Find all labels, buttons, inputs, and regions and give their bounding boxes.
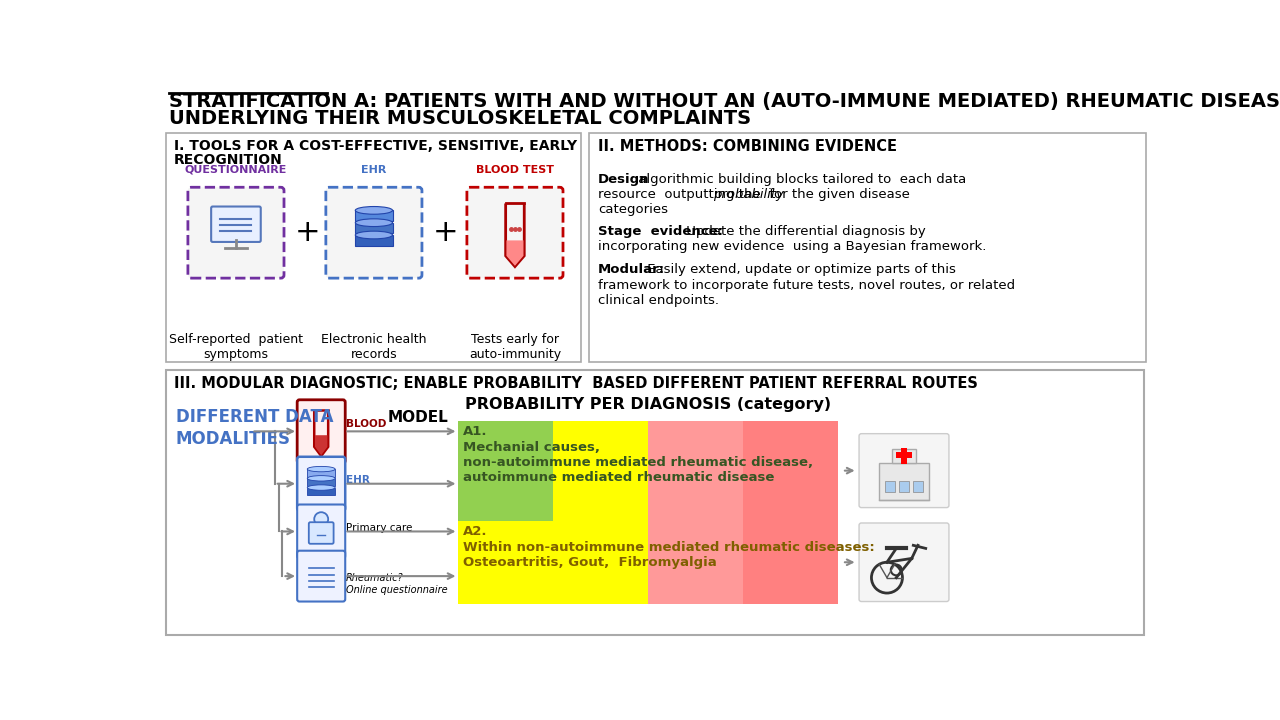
Bar	[307, 487, 335, 495]
Text: +: +	[433, 218, 458, 247]
Bar	[896, 452, 911, 459]
Text: BLOOD TEST: BLOOD TEST	[476, 165, 554, 175]
Text: Mechanial causes,: Mechanial causes,	[463, 441, 600, 454]
FancyBboxPatch shape	[326, 187, 422, 278]
Bar	[648, 420, 744, 521]
FancyBboxPatch shape	[188, 187, 284, 278]
Polygon shape	[315, 435, 328, 455]
Text: framework to incorporate future tests, novel routes, or related: framework to incorporate future tests, n…	[598, 279, 1015, 292]
Ellipse shape	[356, 219, 393, 227]
Text: MODEL: MODEL	[388, 410, 448, 425]
Bar	[744, 420, 838, 521]
Bar	[879, 463, 929, 500]
Bar	[356, 235, 393, 246]
Bar	[901, 448, 908, 464]
FancyBboxPatch shape	[859, 433, 948, 508]
Text: clinical endpoints.: clinical endpoints.	[598, 294, 719, 307]
Bar	[900, 482, 909, 492]
Text: Self-reported  patient
symptoms: Self-reported patient symptoms	[169, 333, 303, 361]
Text: Update the differential diagnosis by: Update the differential diagnosis by	[681, 225, 925, 238]
Text: III. MODULAR DIAGNOSTIC; ENABLE PROBABILITY  BASED DIFFERENT PATIENT REFERRAL RO: III. MODULAR DIAGNOSTIC; ENABLE PROBABIL…	[174, 376, 978, 391]
Text: for the given disease: for the given disease	[765, 188, 910, 201]
Text: Tests early for
auto-immunity: Tests early for auto-immunity	[468, 333, 561, 361]
Text: Electronic health
records: Electronic health records	[321, 333, 426, 361]
Text: categories: categories	[598, 204, 668, 217]
Text: DIFFERENT DATA
MODALITIES: DIFFERENT DATA MODALITIES	[175, 408, 333, 449]
Text: STRATIFICATION A: PATIENTS WITH AND WITHOUT AN (AUTO-IMMUNE MEDIATED) RHEUMATIC : STRATIFICATION A: PATIENTS WITH AND WITH…	[169, 91, 1280, 111]
Bar	[553, 521, 648, 604]
FancyBboxPatch shape	[589, 132, 1146, 362]
Text: QUESTIONNAIRE: QUESTIONNAIRE	[184, 165, 287, 175]
Text: +: +	[294, 218, 320, 247]
FancyBboxPatch shape	[211, 207, 261, 242]
FancyBboxPatch shape	[467, 187, 563, 278]
Text: Stage  evidence:: Stage evidence:	[598, 225, 723, 238]
Bar	[892, 449, 915, 463]
Ellipse shape	[356, 231, 393, 239]
Text: Design: Design	[598, 173, 649, 186]
Text: Within non-autoimmune mediated rheumatic diseases:: Within non-autoimmune mediated rheumatic…	[463, 541, 874, 554]
FancyBboxPatch shape	[308, 522, 334, 544]
FancyBboxPatch shape	[166, 370, 1144, 634]
Bar	[458, 521, 553, 604]
FancyBboxPatch shape	[859, 523, 948, 601]
Text: Osteoartritis, Gout,  Fibromyalgia: Osteoartritis, Gout, Fibromyalgia	[463, 556, 717, 569]
Text: RECOGNITION: RECOGNITION	[174, 153, 283, 166]
Text: PROBABILITY PER DIAGNOSIS (category): PROBABILITY PER DIAGNOSIS (category)	[465, 397, 831, 412]
FancyBboxPatch shape	[297, 551, 346, 601]
Text: Primary care: Primary care	[346, 523, 412, 533]
Bar	[744, 521, 838, 604]
Bar	[356, 222, 393, 233]
Text: algorithmic building blocks tailored to  each data: algorithmic building blocks tailored to …	[635, 173, 966, 186]
Text: Rheumatic?
Online questionnaire: Rheumatic? Online questionnaire	[346, 573, 448, 595]
Text: EHR: EHR	[346, 475, 370, 485]
Bar	[307, 478, 335, 486]
FancyBboxPatch shape	[297, 505, 346, 559]
Circle shape	[314, 512, 328, 526]
Text: probability: probability	[713, 188, 783, 201]
Polygon shape	[507, 240, 524, 266]
FancyBboxPatch shape	[166, 132, 581, 362]
Bar	[307, 469, 335, 477]
Ellipse shape	[307, 467, 335, 472]
Text: Easily extend, update or optimize parts of this: Easily extend, update or optimize parts …	[643, 264, 956, 276]
Text: EHR: EHR	[361, 165, 387, 175]
Text: non-autoimmune mediated rheumatic disease,: non-autoimmune mediated rheumatic diseas…	[463, 456, 813, 469]
Text: I. TOOLS FOR A COST-EFFECTIVE, SENSITIVE, EARLY: I. TOOLS FOR A COST-EFFECTIVE, SENSITIVE…	[174, 139, 577, 153]
Text: UNDERLYING THEIR MUSCULOSKELETAL COMPLAINTS: UNDERLYING THEIR MUSCULOSKELETAL COMPLAI…	[169, 109, 751, 128]
Text: resource  outputting the: resource outputting the	[598, 188, 765, 201]
Bar	[886, 482, 895, 492]
Text: A1.: A1.	[463, 426, 488, 438]
Text: II. METHODS: COMBINING EVIDENCE: II. METHODS: COMBINING EVIDENCE	[598, 139, 897, 154]
Ellipse shape	[307, 485, 335, 490]
Bar	[356, 210, 393, 221]
FancyBboxPatch shape	[297, 400, 346, 463]
Text: incorporating new evidence  using a Bayesian framework.: incorporating new evidence using a Bayes…	[598, 240, 987, 253]
Bar	[914, 482, 923, 492]
Text: BLOOD: BLOOD	[346, 418, 387, 428]
Text: Modular:: Modular:	[598, 264, 666, 276]
Ellipse shape	[307, 476, 335, 481]
Text: autoimmune mediated rheumatic disease: autoimmune mediated rheumatic disease	[463, 472, 774, 485]
FancyBboxPatch shape	[297, 456, 346, 510]
Text: A2.: A2.	[463, 526, 488, 539]
Bar	[458, 420, 553, 521]
Bar	[648, 521, 744, 604]
Ellipse shape	[356, 207, 393, 215]
Bar	[553, 420, 648, 521]
